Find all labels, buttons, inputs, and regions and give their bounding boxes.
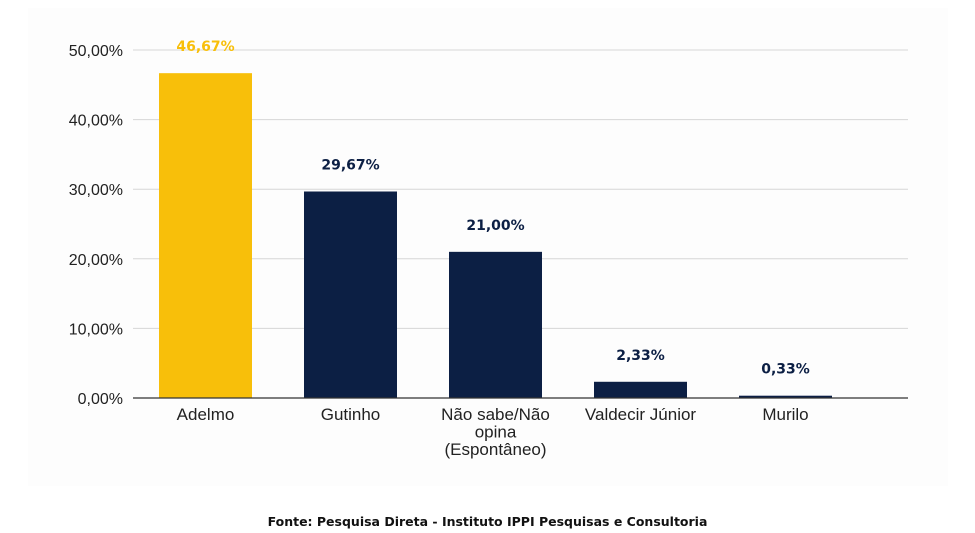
x-tick-label: Adelmo [177,405,235,424]
bar [159,73,252,398]
x-tick-label: (Espontâneo) [444,440,546,459]
x-tick-label: Valdecir Júnior [585,405,697,424]
data-label: 0,33% [761,362,810,378]
y-tick-label: 40,00% [69,113,123,130]
x-tick-label: opina [475,423,517,442]
data-label: 29,67% [321,157,379,173]
y-tick-label: 20,00% [69,252,123,269]
source-note: Fonte: Pesquisa Direta - Instituto IPPI … [267,514,708,529]
bar [739,395,832,398]
x-tick-label: Gutinho [321,405,381,424]
bar [594,381,687,398]
x-tick-label: Murilo [762,405,808,424]
bar [304,191,397,398]
data-label: 21,00% [466,218,524,234]
x-tick-label: Não sabe/Não [441,405,550,424]
y-tick-label: 0,00% [78,391,123,408]
bar [449,251,542,398]
data-label: 2,33% [616,348,665,364]
y-tick-label: 50,00% [69,43,123,60]
y-tick-label: 30,00% [69,182,123,199]
y-tick-label: 10,00% [69,321,123,338]
data-label: 46,67% [176,39,234,55]
